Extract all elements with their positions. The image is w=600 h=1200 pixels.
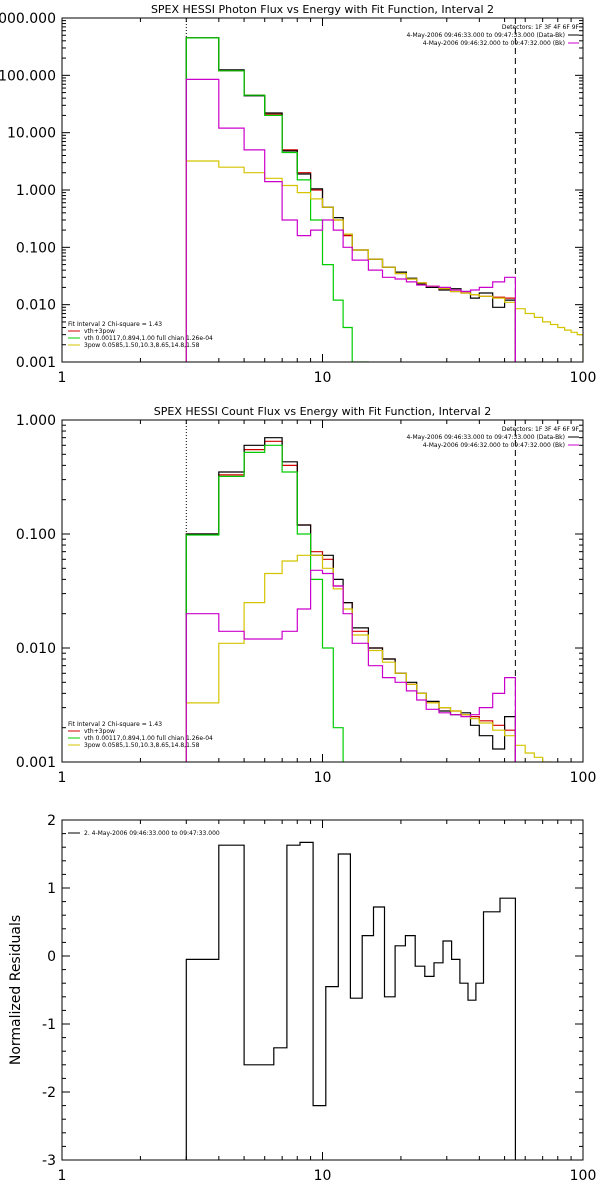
x-ticks: 1 10 100 — [58, 18, 597, 386]
series-line-vth-3pow — [185, 440, 516, 762]
series-group — [185, 841, 516, 1160]
y-tick-label: 10.000 — [7, 126, 56, 142]
x-tick-label: 100 — [570, 770, 597, 786]
y-tick-label: 0 — [47, 949, 56, 965]
series-group — [185, 437, 552, 762]
header-block: Detectors: 1F 3F 4F 6F 9F4-May-2006 09:4… — [406, 426, 579, 449]
y-tick-label: 0.010 — [16, 641, 56, 657]
y-tick-label: -1 — [42, 1017, 56, 1033]
x-ticks: 1 10 100 — [58, 820, 597, 1184]
x-tick-label: 100 — [570, 370, 597, 386]
legend-label: 2. 4-May-2006 09:46:33.000 to 09:47:33.0… — [84, 830, 220, 837]
header-line: 4-May-2006 09:46:32.000 to 09:47:32.000 … — [423, 442, 565, 449]
legend-label: 3pow 0.0585,1.50,10.3,8.65,14.8,1.58 — [84, 742, 200, 749]
series-line-vth — [185, 37, 369, 362]
plot-frame — [61, 819, 584, 1161]
y-tick-label: 0.010 — [16, 298, 56, 314]
header-line: 4-May-2006 09:46:33.000 to 09:47:33.000 … — [406, 434, 565, 441]
y-tick-label: 0.001 — [16, 755, 56, 771]
y-tick-label: 0.100 — [16, 240, 56, 256]
y-tick-label: -2 — [42, 1085, 56, 1101]
y-axis-label: Normalized Residuals — [8, 915, 24, 1065]
x-tick-label: 1 — [58, 770, 67, 786]
x-tick-label: 100 — [570, 1168, 597, 1184]
series-line-data-bk — [185, 437, 516, 762]
y-tick-label: 1.000 — [16, 413, 56, 429]
x-ticks: 1 10 100 — [58, 420, 597, 786]
chart-panel-2: SPEX HESSI Count Flux vs Energy with Fit… — [16, 405, 596, 786]
legend-label: vth 0.00117,0.894,1.00 full chian 1.26e-… — [84, 335, 213, 342]
chart-panel-3: 1 10 100 -3 -2 -1 0 1 2 Normalized Residuals 2. 4-… — [8, 813, 596, 1184]
legend-label: vth+3pow — [84, 328, 115, 335]
y-tick-label: 1 — [47, 881, 56, 897]
x-tick-label: 10 — [314, 370, 332, 386]
series-group — [185, 37, 583, 362]
x-tick-label: 1 — [58, 1168, 67, 1184]
series-line-residuals — [185, 841, 516, 1160]
y-tick-label: 0.100 — [16, 527, 56, 543]
y-ticks: 0.001 0.010 0.100 1.000 10.000 100.000 1000.00… — [0, 11, 583, 371]
legend: Fit Interval 2 Chi-square = 1.43vth+3pow… — [68, 321, 213, 349]
header-line: Detectors: 1F 3F 4F 6F 9F — [502, 426, 580, 433]
x-tick-label: 10 — [314, 1168, 332, 1184]
legend-label: vth+3pow — [84, 728, 115, 735]
header-line: 4-May-2006 09:46:33.000 to 09:47:33.000 … — [406, 32, 565, 39]
y-tick-label: 100.000 — [0, 68, 56, 84]
legend: Fit Interval 2 Chi-square = 1.43vth+3pow… — [68, 721, 213, 749]
header-line: 4-May-2006 09:46:32.000 to 09:47:32.000 … — [423, 40, 565, 47]
plot-frame — [61, 17, 584, 363]
legend-label: vth 0.00117,0.894,1.00 full chian 1.26e-… — [84, 735, 213, 742]
x-tick-label: 10 — [314, 770, 332, 786]
series-line-vth — [185, 444, 344, 762]
plot-frame — [61, 419, 584, 763]
series-line-bk — [185, 78, 516, 362]
legend-label: 3pow 0.0585,1.50,10.3,8.65,14.8,1.58 — [84, 342, 200, 349]
header-block: Detectors: 1F 3F 4F 6F 9F4-May-2006 09:4… — [406, 24, 579, 47]
header-line: Detectors: 1F 3F 4F 6F 9F — [502, 24, 580, 31]
x-tick-label: 1 — [58, 370, 67, 386]
chart-title: SPEX HESSI Photon Flux vs Energy with Fi… — [151, 3, 494, 16]
y-tick-label: 1.000 — [16, 183, 56, 199]
y-tick-label: 2 — [47, 813, 56, 829]
series-line-bk — [185, 569, 516, 762]
chart-panel-1: SPEX HESSI Photon Flux vs Energy with Fi… — [0, 3, 596, 386]
chart-title: SPEX HESSI Count Flux vs Energy with Fit… — [154, 405, 491, 418]
y-tick-label: -3 — [42, 1153, 56, 1169]
series-line-data-bk — [185, 37, 516, 362]
series-line-3pow — [185, 160, 583, 362]
legend-label: Fit Interval 2 Chi-square = 1.43 — [68, 321, 162, 328]
series-line-vth-3pow — [185, 37, 516, 362]
legend: 2. 4-May-2006 09:46:33.000 to 09:47:33.0… — [68, 830, 220, 837]
y-ticks: -3 -2 -1 0 1 2 — [42, 813, 583, 1169]
y-ticks: 0.001 0.010 0.100 1.000 — [16, 413, 583, 771]
y-tick-label: 0.001 — [16, 355, 56, 371]
legend-label: Fit Interval 2 Chi-square = 1.43 — [68, 721, 162, 728]
